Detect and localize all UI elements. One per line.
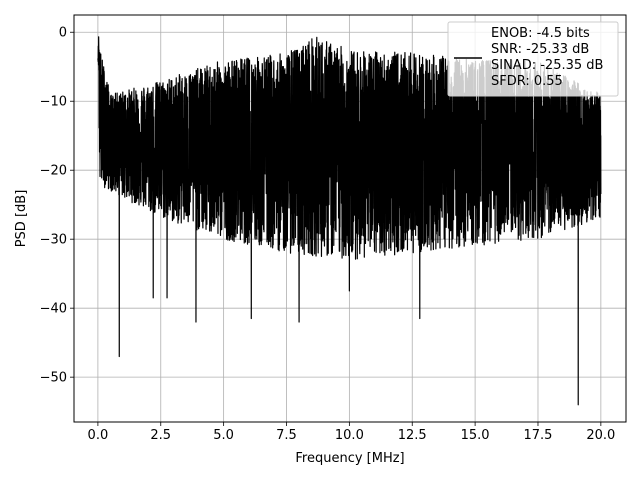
x-tick-label: 5.0 <box>213 428 234 443</box>
x-tick-label: 7.5 <box>276 428 297 443</box>
legend-sinad: SINAD: -25.35 dB <box>491 58 603 73</box>
legend-enob: ENOB: -4.5 bits <box>491 26 590 41</box>
x-tick-label: 12.5 <box>398 428 427 443</box>
psd-line <box>97 36 602 406</box>
legend-box <box>447 21 619 97</box>
axes-frame <box>73 14 627 423</box>
y-tick-label: −20 <box>40 164 67 179</box>
legend-snr: SNR: -25.33 dB <box>491 42 589 57</box>
x-tick-label: 15.0 <box>461 428 490 443</box>
x-tick-label: 20.0 <box>586 428 615 443</box>
y-tick-label: −40 <box>40 302 67 317</box>
y-tick-label: −50 <box>40 371 67 386</box>
legend: ENOB: -4.5 bits SNR: -25.33 dB SINAD: -2… <box>447 21 619 97</box>
y-tick-label: −10 <box>40 95 67 110</box>
x-tick-label: 0.0 <box>88 428 109 443</box>
y-tick-label: −30 <box>40 233 67 248</box>
legend-sfdr: SFDR: 0.55 <box>491 74 563 89</box>
x-tick-label: 17.5 <box>524 428 553 443</box>
y-axis: 0 −10 −20 −30 −40 −50 <box>40 26 74 386</box>
x-tick-label: 10.0 <box>335 428 364 443</box>
x-axis-label: Frequency [MHz] <box>295 451 404 466</box>
psd-series <box>97 36 602 406</box>
x-tick-label: 2.5 <box>150 428 171 443</box>
y-axis-label: PSD [dB] <box>14 190 29 248</box>
y-tick-label: 0 <box>59 26 67 41</box>
x-axis: 0.0 2.5 5.0 7.5 10.0 12.5 15.0 17.5 20.0 <box>88 422 615 443</box>
